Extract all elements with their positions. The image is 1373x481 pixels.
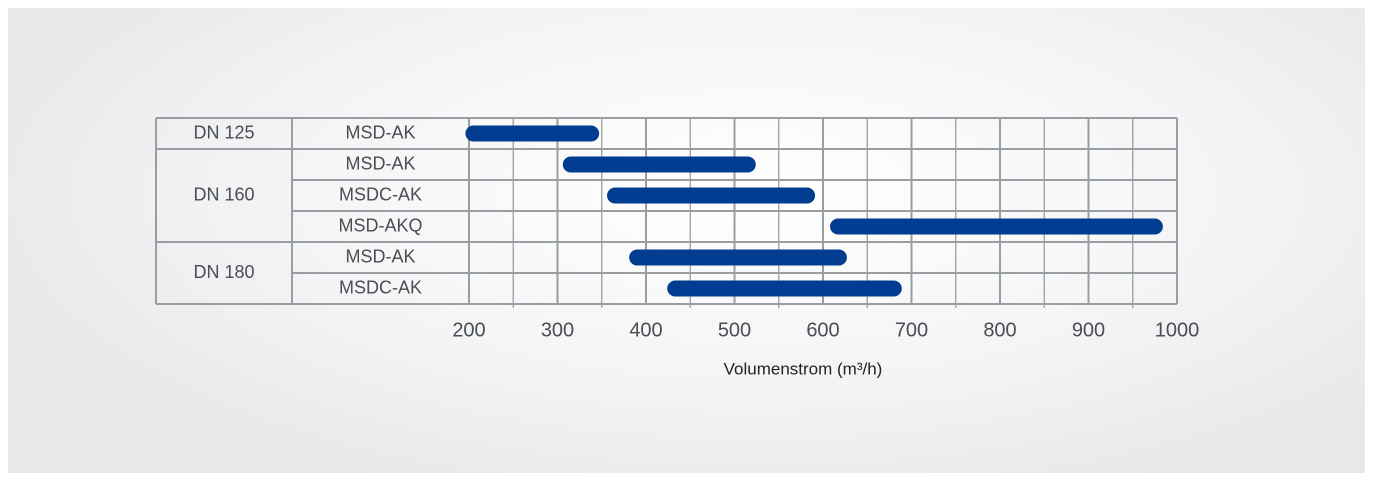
x-tick-label: 300: [541, 319, 574, 341]
x-tick-label: 600: [806, 319, 839, 341]
x-tick-label: 900: [1072, 319, 1105, 341]
series-label: MSDC-AK: [339, 277, 422, 297]
x-tick-label: 500: [718, 319, 751, 341]
x-tick-label: 700: [895, 319, 928, 341]
group-label: DN 160: [193, 184, 254, 204]
series-label: MSDC-AK: [339, 184, 422, 204]
x-tick-label: 200: [452, 319, 485, 341]
x-tick-label: 1000: [1155, 319, 1200, 341]
series-label: MSD-AKQ: [338, 215, 422, 235]
x-tick-label: 400: [629, 319, 662, 341]
series-label: MSD-AK: [345, 122, 415, 142]
x-axis-title: Volumenstrom (m³/h): [724, 359, 883, 378]
series-label: MSD-AK: [345, 153, 415, 173]
group-label: DN 125: [193, 122, 254, 142]
chart-background: [8, 8, 1365, 473]
group-label: DN 180: [193, 262, 254, 282]
series-label: MSD-AK: [345, 246, 415, 266]
x-tick-label: 800: [983, 319, 1016, 341]
